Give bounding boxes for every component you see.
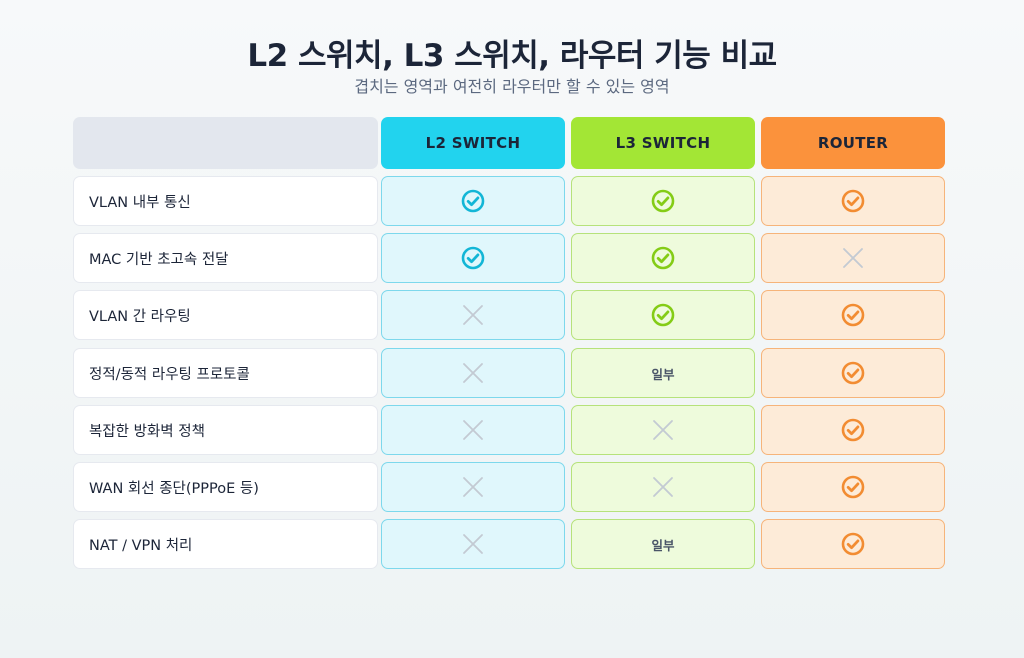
check-circle-icon [651,303,675,327]
check-circle-icon [651,246,675,270]
partial-support-label: 일부 [651,537,675,553]
support-cell-l2 [381,348,565,398]
page-title: L2 스위치, L3 스위치, 라우터 기능 비교 [247,38,777,74]
feature-label: WAN 회선 종단(PPPoE 등) [73,462,378,512]
column-header-router: ROUTER [761,117,945,169]
feature-label: MAC 기반 초고속 전달 [73,233,378,283]
support-cell-l2 [381,405,565,455]
cross-icon [653,420,673,440]
check-circle-icon [461,189,485,213]
page-subtitle: 겹치는 영역과 여전히 라우터만 할 수 있는 영역 [354,77,670,96]
support-cell-l2 [381,519,565,569]
cross-icon [463,477,483,497]
support-cell-router [761,348,945,398]
support-cell-router [761,519,945,569]
support-cell-l3 [571,290,755,340]
check-circle-icon [841,189,865,213]
column-header-l3-switch: L3 SWITCH [571,117,755,169]
check-circle-icon [841,361,865,385]
support-cell-router [761,405,945,455]
support-cell-router [761,290,945,340]
support-cell-router [761,176,945,226]
cross-icon [653,477,673,497]
cross-icon [463,534,483,554]
check-circle-icon [651,189,675,213]
cross-icon [463,363,483,383]
column-header-l2-switch: L2 SWITCH [381,117,565,169]
cross-icon [463,420,483,440]
feature-label: VLAN 내부 통신 [73,176,378,226]
support-cell-l2 [381,233,565,283]
check-circle-icon [841,532,865,556]
check-circle-icon [461,246,485,270]
feature-label: 정적/동적 라우팅 프로토콜 [73,348,378,398]
support-cell-l3 [571,176,755,226]
feature-label: VLAN 간 라우팅 [73,290,378,340]
feature-label: NAT / VPN 처리 [73,519,378,569]
support-cell-l3 [571,233,755,283]
support-cell-l3: 일부 [571,348,755,398]
cross-icon [463,305,483,325]
check-circle-icon [841,303,865,327]
support-cell-l2 [381,176,565,226]
support-cell-l2 [381,462,565,512]
support-cell-router [761,233,945,283]
partial-support-label: 일부 [651,366,675,382]
support-cell-l3 [571,405,755,455]
check-circle-icon [841,475,865,499]
feature-label: 복잡한 방화벽 정책 [73,405,378,455]
support-cell-l3: 일부 [571,519,755,569]
support-cell-l3 [571,462,755,512]
cross-icon [843,248,863,268]
check-circle-icon [841,418,865,442]
support-cell-router [761,462,945,512]
support-cell-l2 [381,290,565,340]
header-blank-cell [73,117,378,169]
